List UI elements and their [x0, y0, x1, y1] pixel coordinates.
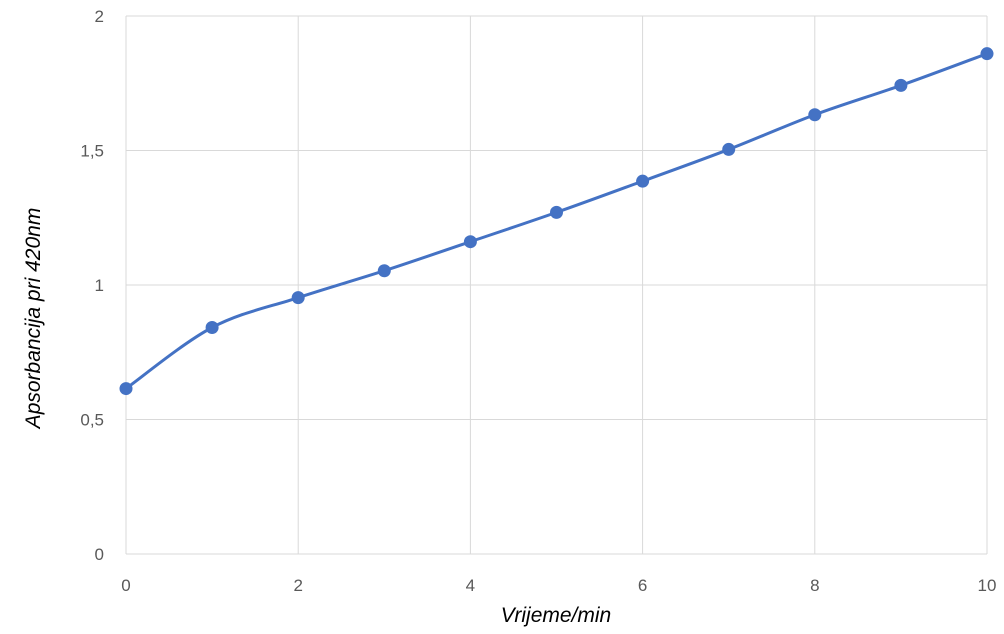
y-tick-label-3: 1,5: [80, 142, 104, 161]
x-tick-label-3: 6: [638, 576, 647, 595]
y-tick-label-0: 0: [95, 545, 104, 564]
data-point-0-0: [119, 382, 133, 396]
data-point-0-9: [894, 78, 908, 92]
data-point-0-10: [980, 47, 994, 61]
x-tick-label-5: 10: [978, 576, 997, 595]
series-line-0: [124, 52, 989, 391]
data-point-0-5: [550, 205, 563, 219]
y-tick-label-1: 0,5: [80, 411, 104, 430]
tick-labels: 0 2 4 6 8 10 0 0,5 1 1,5 2: [80, 7, 996, 595]
y-tick-label-4: 2: [95, 7, 104, 26]
data-point-0-7: [722, 142, 736, 156]
y-axis-title: Apsorbancija pri 420nm: [22, 208, 45, 431]
data-point-0-1: [205, 321, 219, 335]
data-point-0-3: [377, 264, 391, 278]
x-axis-title: Vrijeme/min: [501, 604, 611, 627]
gridlines: [126, 15, 988, 554]
y-tick-label-2: 1: [95, 276, 104, 295]
data-point-0-2: [291, 291, 305, 305]
data-point-0-4: [463, 235, 477, 249]
data-point-0-6: [636, 174, 650, 188]
x-tick-label-4: 8: [810, 576, 819, 595]
series-area: [119, 47, 994, 396]
data-point-0-8: [808, 108, 822, 122]
axes: [125, 16, 987, 555]
x-tick-label-2: 4: [466, 576, 475, 595]
x-tick-label-0: 0: [121, 576, 130, 595]
x-tick-label-1: 2: [293, 576, 302, 595]
